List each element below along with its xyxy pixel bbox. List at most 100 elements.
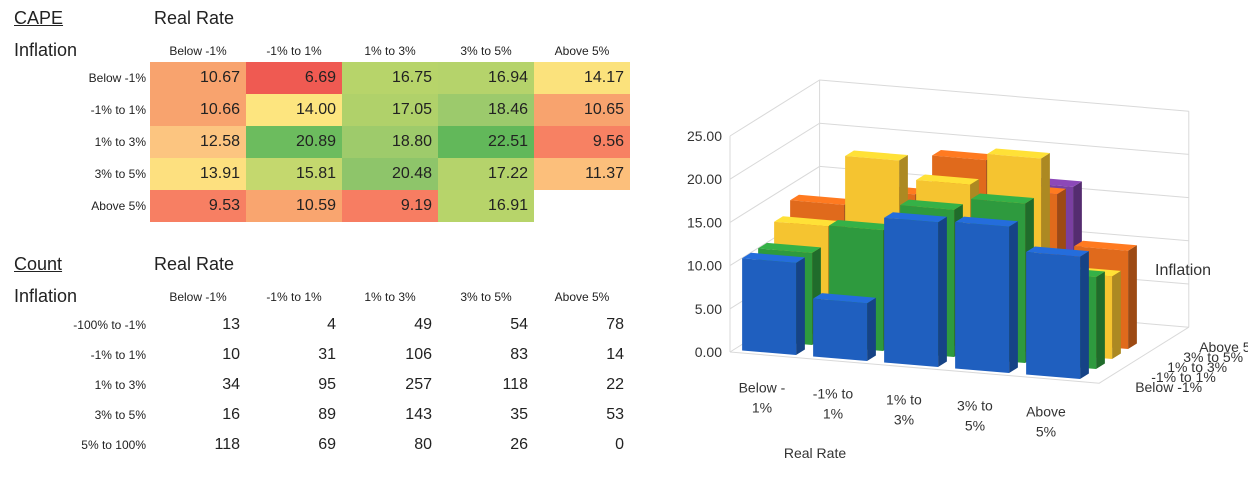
count-row-header: Inflation <box>14 286 78 306</box>
bar-front <box>742 258 797 356</box>
bar-top <box>758 242 821 253</box>
cape-cell: 6.69 <box>246 62 342 94</box>
bar-front <box>884 217 939 368</box>
bar-top <box>1026 246 1089 257</box>
count-column-header: -1% to 1% <box>266 290 322 304</box>
cape-column-header: 1% to 3% <box>364 44 416 58</box>
bar-top <box>932 150 995 161</box>
bar-side <box>1112 270 1121 360</box>
cape-cell: 10.66 <box>150 94 246 126</box>
count-cell: 22 <box>606 376 624 393</box>
bar-top <box>884 212 947 223</box>
count-cell: 78 <box>606 316 624 333</box>
x-tick-label: 3% <box>894 412 914 428</box>
bar-top <box>971 193 1034 204</box>
cape-cell: 14.17 <box>534 62 630 94</box>
z-tick-label: Below -1% <box>1135 379 1202 395</box>
x-tick-label: Above <box>1026 404 1066 420</box>
count-cell: 106 <box>405 346 432 363</box>
bar-side <box>867 297 876 362</box>
bar-side <box>1080 251 1089 380</box>
count-column-header: 3% to 5% <box>460 290 512 304</box>
bar-top <box>987 148 1050 159</box>
bar-side <box>1096 271 1105 370</box>
z-tick-label: 3% to 5% <box>1183 349 1243 365</box>
count-cell: 34 <box>222 376 240 393</box>
cape-cell: 11.37 <box>534 158 630 190</box>
count-cell: 143 <box>405 406 432 423</box>
count-cell: 118 <box>502 376 528 393</box>
x-tick-label: 1% <box>752 400 772 416</box>
bar-top <box>1074 240 1137 251</box>
cape-cell: 16.94 <box>438 62 534 94</box>
cape-cell: 22.51 <box>438 126 534 158</box>
count-row-label: -100% to -1% <box>73 318 146 332</box>
bar-side <box>1009 221 1018 374</box>
y-tick-label: 15.00 <box>687 214 722 230</box>
cape-cell: 10.65 <box>534 94 630 126</box>
count-cell: 83 <box>510 346 528 363</box>
count-cell: 49 <box>414 316 432 333</box>
count-cell: 80 <box>414 436 432 453</box>
x-tick-label: 5% <box>1036 424 1056 440</box>
cape-row-label: -1% to 1% <box>90 103 146 117</box>
cape-column-header: -1% to 1% <box>266 44 322 58</box>
y-tick-label: 25.00 <box>687 128 722 144</box>
cape-cell: 13.91 <box>150 158 246 190</box>
x-tick-label: 1% <box>823 406 843 422</box>
count-cell: 16 <box>222 406 240 423</box>
bar-top <box>955 216 1018 227</box>
bar-top <box>813 293 876 304</box>
cape-row-label: Above 5% <box>91 199 146 213</box>
cape-cell: 18.46 <box>438 94 534 126</box>
cape-row-header: Inflation <box>14 40 78 60</box>
count-cell: 95 <box>318 376 336 393</box>
cape-cell: 16.75 <box>342 62 438 94</box>
cape-title: CAPE <box>14 8 64 28</box>
cape-cell: 17.05 <box>342 94 438 126</box>
bar-top <box>916 174 979 185</box>
bar-front <box>955 222 1010 374</box>
count-cell: 26 <box>510 436 528 453</box>
count-cell: 54 <box>510 316 528 333</box>
bar-front <box>1026 252 1081 380</box>
count-cell: 89 <box>318 406 336 423</box>
cape-cell: 10.67 <box>150 62 246 94</box>
cape-cell: 14.00 <box>246 94 342 126</box>
floor-edge <box>729 326 1190 384</box>
x-tick-label: 1% to <box>886 392 922 408</box>
y-tick-label: 20.00 <box>687 171 722 187</box>
cape-cell: 20.89 <box>246 126 342 158</box>
bar-side <box>938 216 947 368</box>
bar-top <box>774 216 837 227</box>
cape-cell: 9.53 <box>150 190 246 222</box>
cape-col-header: Real Rate <box>154 8 235 28</box>
count-cell: 35 <box>510 406 528 423</box>
count-cell: 257 <box>405 376 432 393</box>
y-tick-label: 0.00 <box>695 344 722 360</box>
count-column-header: Above 5% <box>554 290 610 304</box>
count-cell: 53 <box>606 406 624 423</box>
gridline <box>729 79 1189 137</box>
x-tick-label: Below - <box>739 380 786 396</box>
cape-column-header: Above 5% <box>554 44 610 58</box>
cape-column-header: 3% to 5% <box>460 44 512 58</box>
count-row-label: 5% to 100% <box>81 438 146 452</box>
count-cell: 14 <box>606 346 624 363</box>
cape-cell: 10.59 <box>246 190 342 222</box>
count-cell: 10 <box>222 346 240 363</box>
cape-cell <box>534 190 630 222</box>
cape-row-label: 3% to 5% <box>94 167 146 181</box>
bar-front <box>813 298 868 362</box>
y-tick-label: 5.00 <box>695 301 722 317</box>
x-tick-label: 3% to <box>957 398 993 414</box>
count-column-header: 1% to 3% <box>364 290 416 304</box>
count-cell: 31 <box>318 346 336 363</box>
cape-cell: 9.19 <box>342 190 438 222</box>
cape-cell: 12.58 <box>150 126 246 158</box>
count-row-label: -1% to 1% <box>90 348 146 362</box>
cape-column-header: Below -1% <box>169 44 227 58</box>
z-tick-label: 1% to 3% <box>1167 359 1227 375</box>
y-tick-label: 10.00 <box>687 258 722 274</box>
